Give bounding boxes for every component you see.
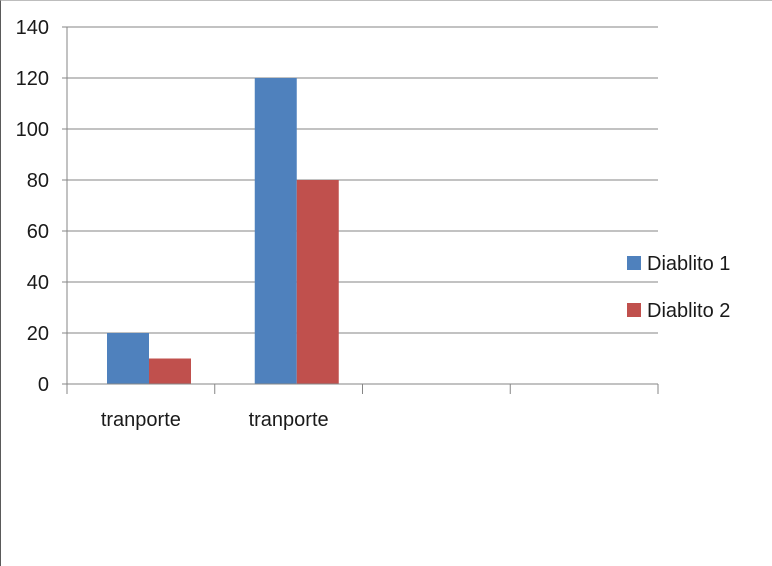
y-tick-label: 120 — [16, 68, 49, 90]
legend-label: Diablito 1 — [647, 253, 730, 275]
y-tick-label: 100 — [16, 119, 49, 141]
x-category-label: tranporte — [101, 409, 181, 431]
gridlines — [67, 26, 658, 334]
y-tick-label: 80 — [27, 170, 49, 192]
legend: Diablito 1 Diablito 2 — [627, 253, 730, 322]
legend-swatch — [627, 256, 641, 270]
y-tick-label: 60 — [27, 221, 49, 243]
bars — [107, 78, 339, 384]
axis-labels: 0 20 40 60 80 100 120 140 tranporte tranporte — [16, 17, 329, 431]
bar-diablito-2-2 — [296, 180, 339, 384]
axes — [62, 26, 659, 394]
y-tick-label: 140 — [16, 17, 49, 39]
x-category-label: tranporte — [249, 409, 329, 431]
bar-diablito-1-2 — [254, 78, 297, 384]
y-tick-label: 40 — [27, 272, 49, 294]
y-tick-label: 20 — [27, 323, 49, 345]
legend-label: Diablito 2 — [647, 300, 730, 322]
legend-swatch — [627, 303, 641, 317]
y-tick-label: 0 — [38, 374, 49, 396]
bar-diablito-2-1 — [149, 358, 191, 384]
bar-diablito-1-1 — [107, 333, 149, 384]
